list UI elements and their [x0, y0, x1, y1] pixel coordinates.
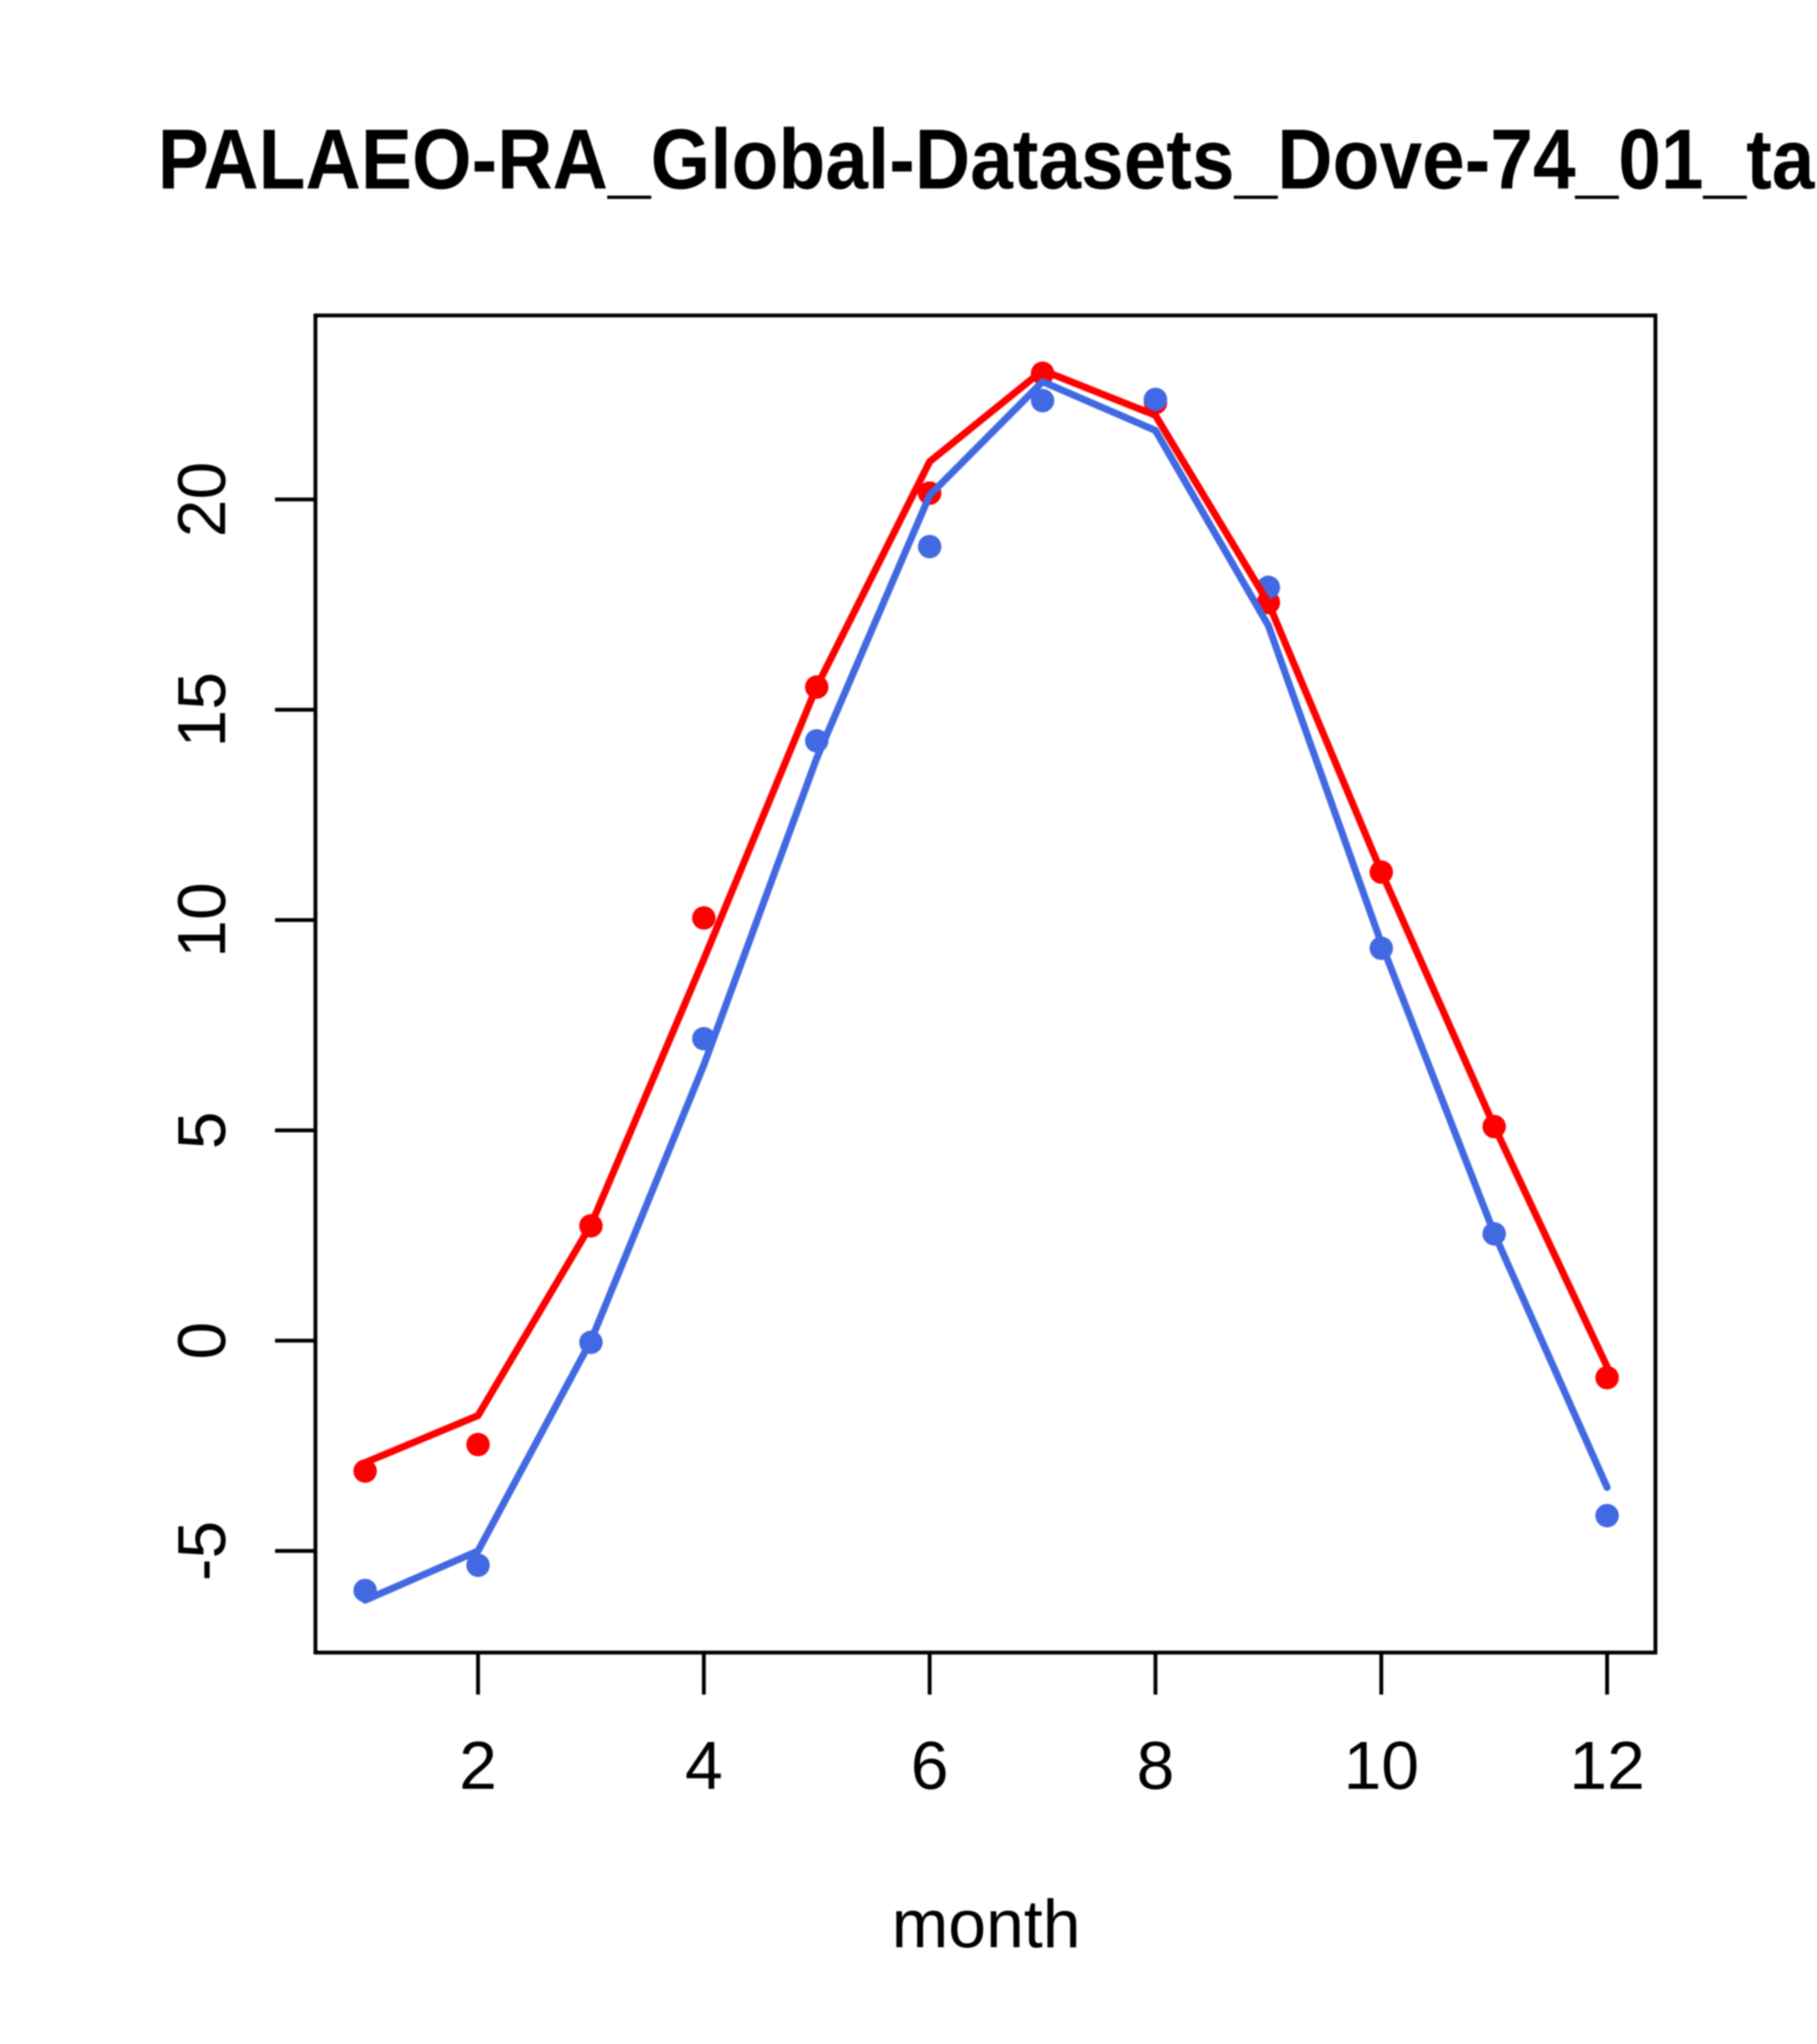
svg-text:6: 6: [911, 1728, 949, 1804]
svg-text:0: 0: [164, 1322, 240, 1360]
svg-text:10: 10: [164, 882, 240, 958]
svg-text:15: 15: [164, 672, 240, 748]
svg-text:20: 20: [164, 462, 240, 537]
svg-text:10: 10: [1343, 1728, 1419, 1804]
svg-text:5: 5: [164, 1112, 240, 1150]
svg-text:8: 8: [1137, 1728, 1175, 1804]
svg-text:2: 2: [459, 1728, 497, 1804]
svg-text:12: 12: [1570, 1728, 1645, 1804]
svg-text:month: month: [892, 1886, 1081, 1962]
svg-text:-5: -5: [164, 1521, 240, 1581]
svg-text:4: 4: [685, 1728, 723, 1804]
svg-text:PALAEO-RA_Global-Datasets_Dove: PALAEO-RA_Global-Datasets_Dove-74_01_ta: [158, 112, 1815, 207]
